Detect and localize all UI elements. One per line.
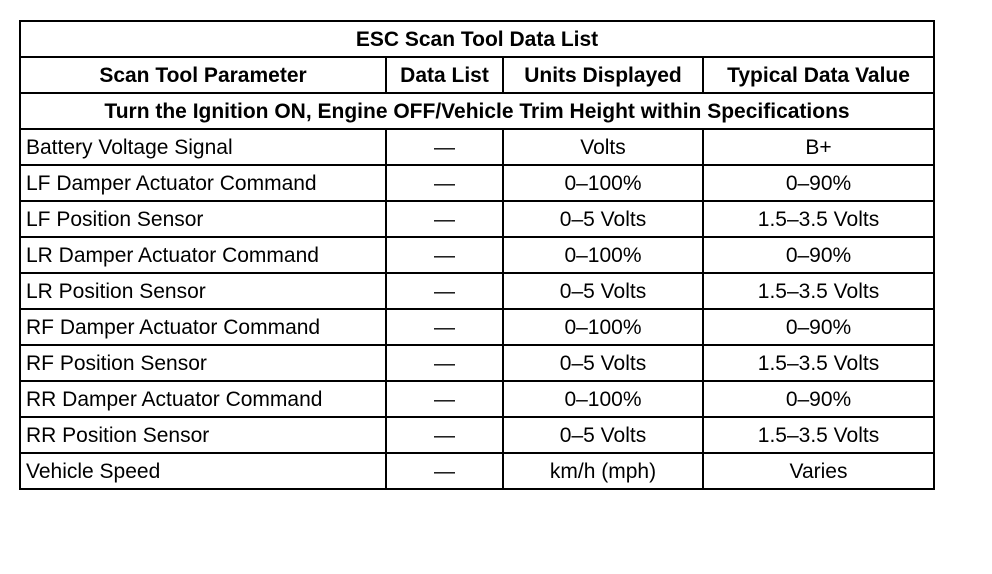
parameter-cell: LR Position Sensor	[19, 272, 387, 310]
parameter-cell: Battery Voltage Signal	[19, 128, 387, 166]
table-row: LF Damper Actuator Command — 0–100% 0–90…	[19, 164, 936, 202]
table-row: RR Position Sensor — 0–5 Volts 1.5–3.5 V…	[19, 416, 936, 454]
typical-value-cell: 1.5–3.5 Volts	[701, 344, 936, 382]
table-row: LR Position Sensor — 0–5 Volts 1.5–3.5 V…	[19, 272, 936, 310]
typical-value-cell: 0–90%	[701, 308, 936, 346]
parameter-cell: RF Position Sensor	[19, 344, 387, 382]
typical-value-cell: B+	[701, 128, 936, 166]
section-heading: Turn the Ignition ON, Engine OFF/Vehicle…	[18, 92, 936, 130]
header-row: Scan Tool Parameter Data List Units Disp…	[19, 56, 936, 94]
data-list-cell: —	[385, 164, 504, 202]
table-row: Vehicle Speed — km/h (mph) Varies	[19, 452, 936, 490]
typical-value-cell: 1.5–3.5 Volts	[701, 200, 936, 238]
units-cell: 0–100%	[502, 236, 704, 274]
data-list-cell: —	[385, 200, 504, 238]
typical-value-cell: 0–90%	[701, 236, 936, 274]
typical-value-cell: 1.5–3.5 Volts	[701, 416, 936, 454]
parameter-cell: LF Position Sensor	[19, 200, 387, 238]
data-list-cell: —	[385, 236, 504, 274]
units-cell: 0–5 Volts	[502, 344, 704, 382]
parameter-cell: RF Damper Actuator Command	[19, 308, 387, 346]
typical-value-cell: 0–90%	[701, 380, 936, 418]
typical-value-cell: 0–90%	[701, 164, 936, 202]
units-cell: 0–5 Volts	[502, 416, 704, 454]
units-cell: 0–5 Volts	[502, 200, 704, 238]
data-list-cell: —	[385, 452, 504, 490]
header-typical-data-value: Typical Data Value	[701, 56, 936, 94]
typical-value-cell: 1.5–3.5 Volts	[701, 272, 936, 310]
parameter-cell: LF Damper Actuator Command	[19, 164, 387, 202]
units-cell: 0–100%	[502, 380, 704, 418]
table-row: LR Damper Actuator Command — 0–100% 0–90…	[19, 236, 936, 274]
data-list-cell: —	[385, 128, 504, 166]
table-row: RF Position Sensor — 0–5 Volts 1.5–3.5 V…	[19, 344, 936, 382]
units-cell: 0–5 Volts	[502, 272, 704, 310]
parameter-cell: RR Damper Actuator Command	[19, 380, 387, 418]
section-row: Turn the Ignition ON, Engine OFF/Vehicle…	[18, 92, 936, 130]
data-list-cell: —	[385, 344, 504, 382]
header-scan-tool-parameter: Scan Tool Parameter	[19, 56, 387, 94]
units-cell: 0–100%	[502, 164, 704, 202]
table-row: Battery Voltage Signal — Volts B+	[19, 128, 936, 166]
table-row: RR Damper Actuator Command — 0–100% 0–90…	[19, 380, 936, 418]
data-list-cell: —	[385, 380, 504, 418]
table-title: ESC Scan Tool Data List	[18, 20, 936, 58]
parameter-cell: Vehicle Speed	[19, 452, 387, 490]
title-row: ESC Scan Tool Data List	[18, 20, 936, 58]
table-row: RF Damper Actuator Command — 0–100% 0–90…	[19, 308, 936, 346]
units-cell: Volts	[502, 128, 704, 166]
header-units-displayed: Units Displayed	[502, 56, 704, 94]
parameter-cell: RR Position Sensor	[19, 416, 387, 454]
parameter-cell: LR Damper Actuator Command	[19, 236, 387, 274]
typical-value-cell: Varies	[701, 452, 936, 490]
data-list-cell: —	[385, 308, 504, 346]
units-cell: km/h (mph)	[502, 452, 704, 490]
data-list-cell: —	[385, 416, 504, 454]
data-list-cell: —	[385, 272, 504, 310]
header-data-list: Data List	[385, 56, 504, 94]
table-row: LF Position Sensor — 0–5 Volts 1.5–3.5 V…	[19, 200, 936, 238]
esc-data-table: ESC Scan Tool Data List Scan Tool Parame…	[18, 20, 936, 490]
units-cell: 0–100%	[502, 308, 704, 346]
